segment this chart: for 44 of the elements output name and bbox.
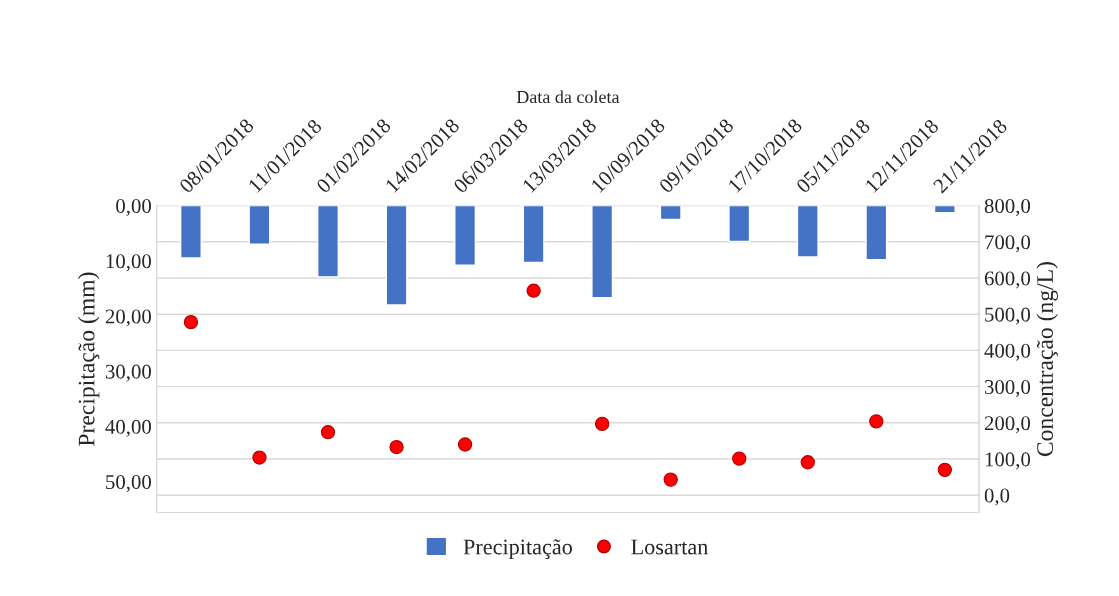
legend-label: Losartan <box>631 539 709 555</box>
y-tick-label: 20,00 <box>105 309 151 327</box>
point <box>595 416 610 432</box>
y2-tick-label: 200,0 <box>984 416 1031 434</box>
point <box>869 414 884 429</box>
bar <box>385 205 408 306</box>
point <box>663 472 678 487</box>
bar <box>454 205 477 266</box>
bar <box>179 205 202 259</box>
x-axis-title: Data da coleta <box>516 90 620 104</box>
point <box>526 283 541 298</box>
bar <box>317 205 339 278</box>
y2-tick-label: 500,0 <box>985 307 1031 325</box>
point <box>937 462 952 477</box>
y2-tick-label: 0,0 <box>984 488 1010 506</box>
point <box>457 437 473 452</box>
point <box>732 451 747 466</box>
bar <box>796 205 819 258</box>
point <box>183 315 199 330</box>
y-tick-label: 10,00 <box>106 254 151 272</box>
y2-tick-label: 800,0 <box>984 198 1031 217</box>
bar <box>591 205 614 299</box>
y-tick-label: 40,00 <box>105 419 151 437</box>
legend-label: Precipitação <box>463 539 572 559</box>
bar <box>522 205 545 264</box>
y2-tick-label: 700,0 <box>985 235 1031 253</box>
y-tick-label: 30,00 <box>105 364 151 382</box>
y2-tick-label: 100,0 <box>985 452 1031 470</box>
bar <box>248 205 271 245</box>
y2-tick-label: 400,0 <box>984 343 1031 361</box>
point <box>320 425 336 440</box>
y-tick-label: 0,00 <box>116 198 151 217</box>
bar <box>728 205 751 243</box>
y-axis-title: Precipitação (mm) <box>77 272 100 446</box>
bar <box>933 205 956 214</box>
y2-axis-title: Concentração (ng/L) <box>1036 262 1058 457</box>
y2-tick-label: 600,0 <box>984 271 1031 289</box>
y2-tick-label: 300,0 <box>984 379 1031 398</box>
y-tick-label: 50,00 <box>106 475 151 493</box>
bar <box>659 205 682 221</box>
point <box>389 439 404 455</box>
point <box>252 450 267 465</box>
bar <box>865 205 888 261</box>
point <box>800 455 815 470</box>
